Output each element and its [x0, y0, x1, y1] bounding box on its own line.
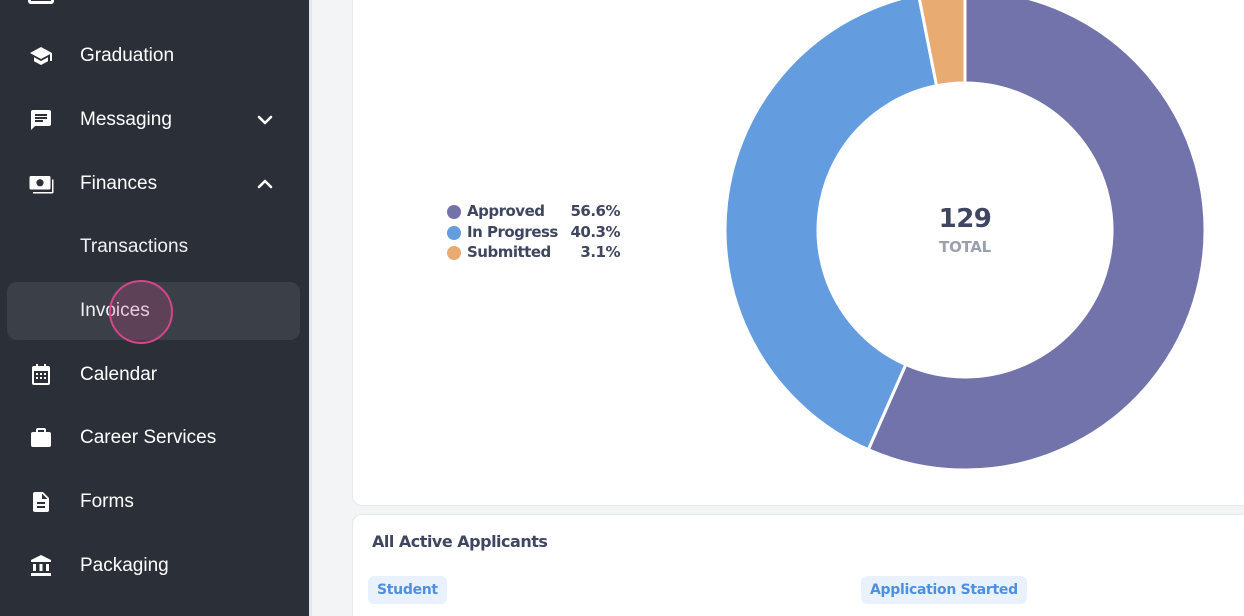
sidebar-item-calendar[interactable]: Calendar — [0, 346, 312, 404]
donut-center-label: TOTAL — [939, 238, 991, 256]
legend-swatch — [447, 246, 461, 260]
sidebar-item-label: Calendar — [80, 364, 158, 385]
sidebar-item-forms[interactable]: Forms — [0, 473, 312, 531]
legend-item-approved: Approved 56.6% — [446, 201, 626, 222]
sidebar-item-label: Career Services — [80, 427, 217, 448]
chevron-down-icon[interactable] — [255, 110, 275, 130]
table-title: All Active Applicants — [372, 532, 548, 551]
legend-swatch — [447, 205, 461, 219]
donut-chart — [723, 0, 1207, 472]
column-header-application-started[interactable]: Application Started — [861, 576, 1027, 604]
donut-center-value: 129 — [938, 204, 992, 234]
chat-bubble-icon — [26, 108, 56, 132]
sidebar-item-label: Graduation — [80, 45, 175, 66]
sidebar-item-invoices[interactable]: Invoices — [0, 282, 312, 340]
sidebar-divider — [309, 0, 312, 616]
active-item-highlight — [7, 282, 300, 340]
sidebar-item-finances[interactable]: Finances — [0, 155, 312, 213]
sidebar-item-label: Packaging — [80, 555, 169, 576]
legend-label: In Progress — [467, 222, 558, 241]
donut-slice-in-progress[interactable] — [723, 0, 939, 452]
applicants-table-card — [352, 514, 1244, 616]
legend-value: 40.3% — [570, 222, 620, 241]
chart-legend: Approved 56.6% In Progress 40.3% Submitt… — [446, 201, 626, 263]
partial-top-icon — [28, 0, 54, 4]
donut-slice-submitted[interactable] — [918, 0, 967, 88]
sidebar-item-career-services[interactable]: Career Services — [0, 409, 312, 467]
legend-item-in-progress: In Progress 40.3% — [446, 222, 626, 243]
column-header-student[interactable]: Student — [368, 576, 447, 604]
sidebar-item-label: Invoices — [80, 300, 150, 321]
sidebar-item-label: Messaging — [80, 109, 172, 130]
legend-label: Submitted — [467, 243, 551, 261]
document-icon — [26, 490, 56, 514]
legend-label: Approved — [467, 202, 545, 220]
sidebar-item-label: Forms — [80, 491, 134, 512]
legend-swatch — [447, 225, 461, 240]
bank-icon — [26, 554, 56, 578]
legend-value: 3.1% — [580, 243, 620, 261]
sidebar-item-label: Finances — [80, 173, 158, 194]
graduation-cap-icon — [26, 44, 56, 68]
sidebar-item-packaging[interactable]: Packaging — [0, 537, 312, 595]
sidebar-item-label: Transactions — [80, 236, 189, 257]
sidebar-item-graduation[interactable]: Graduation — [0, 27, 312, 85]
briefcase-icon — [26, 426, 56, 450]
chevron-up-icon[interactable] — [255, 174, 275, 194]
sidebar-item-transactions[interactable]: Transactions — [0, 218, 312, 276]
calendar-icon — [26, 363, 56, 387]
legend-item-submitted: Submitted 3.1% — [446, 242, 626, 263]
money-icon — [26, 172, 56, 196]
legend-value: 56.6% — [570, 202, 620, 220]
sidebar-item-messaging[interactable]: Messaging — [0, 91, 312, 149]
donut-slice-approved[interactable] — [866, 0, 1207, 472]
